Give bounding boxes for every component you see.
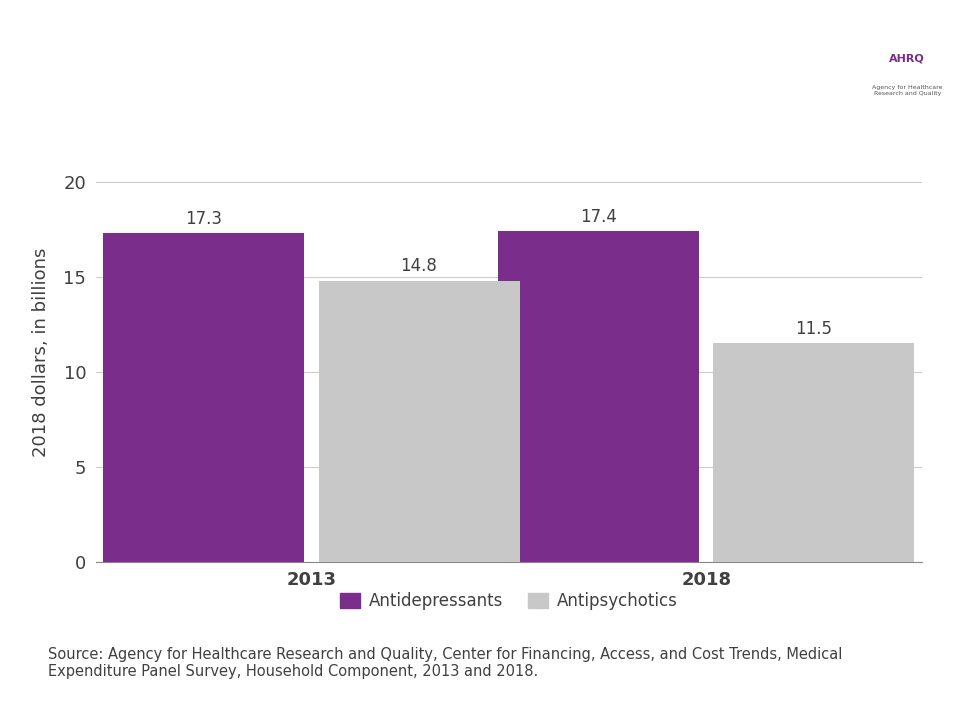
Text: 17.3: 17.3 (185, 210, 222, 228)
Text: 11.5: 11.5 (796, 320, 832, 338)
Bar (498, 231, 699, 562)
Bar (319, 281, 519, 562)
Text: 2013 (adjusted to 2018 dollars) and 2018: 2013 (adjusted to 2018 dollars) and 2018 (161, 87, 664, 107)
Text: AHRQ: AHRQ (889, 53, 925, 63)
Text: 17.4: 17.4 (580, 207, 617, 225)
Ellipse shape (816, 0, 960, 136)
Text: Agency for Healthcare
Research and Quality: Agency for Healthcare Research and Quali… (872, 86, 943, 96)
Text: Source: Agency for Healthcare Research and Quality, Center for Financing, Access: Source: Agency for Healthcare Research a… (48, 647, 842, 679)
Text: 14.8: 14.8 (400, 257, 438, 275)
Legend: Antidepressants, Antipsychotics: Antidepressants, Antipsychotics (334, 585, 684, 617)
Bar (103, 233, 304, 562)
Text: Figure 3. Total expenditures for antidepressants and antipsychotics,: Figure 3. Total expenditures for antidep… (0, 42, 828, 62)
Y-axis label: 2018 dollars, in billions: 2018 dollars, in billions (32, 248, 50, 457)
Bar (713, 343, 915, 562)
